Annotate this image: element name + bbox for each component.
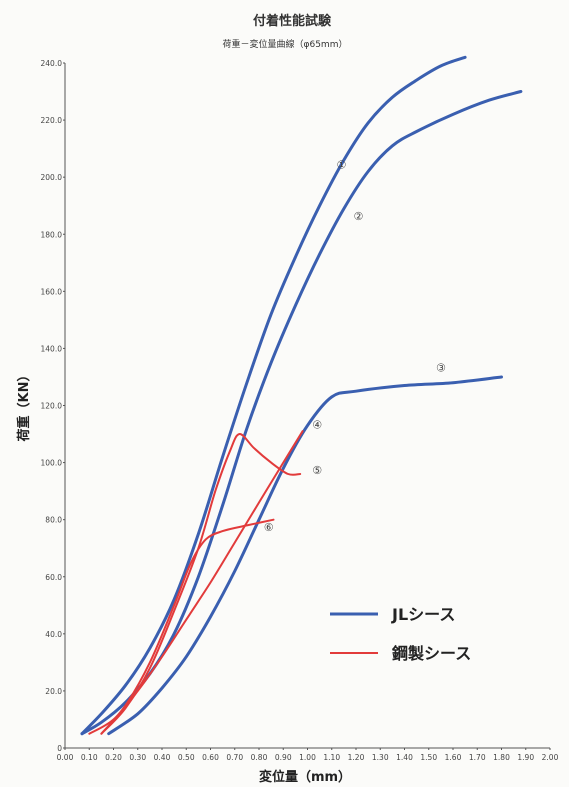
x-tick-label: 1.70 xyxy=(469,753,486,762)
y-axis-ticks: 0 20.0 40.0 60.0 80.0 100.0 120.0 140.0 160.0 180… xyxy=(41,59,65,753)
x-tick-label: 1.80 xyxy=(493,753,510,762)
legend-steel-label: 鋼製シース xyxy=(391,644,471,663)
y-tick-label: 0 xyxy=(57,744,62,753)
x-tick-label: 1.90 xyxy=(517,753,534,762)
x-tick-label: 1.20 xyxy=(348,753,365,762)
series-line-2 xyxy=(80,90,523,736)
x-tick-label: 1.10 xyxy=(323,753,340,762)
chart-subtitle: 荷重－変位量曲線（φ65mm） xyxy=(223,38,348,50)
x-tick-label: 0.30 xyxy=(129,753,146,762)
y-tick-label: 40.0 xyxy=(45,630,62,639)
x-tick-label: 0.50 xyxy=(178,753,195,762)
x-tick-label: 0.10 xyxy=(81,753,98,762)
series-line-6 xyxy=(100,518,275,735)
y-tick-label: 20.0 xyxy=(45,687,62,696)
x-tick-label: 1.60 xyxy=(445,753,462,762)
series-label-6: ⑥ xyxy=(264,521,274,534)
x-tick-label: 1.00 xyxy=(299,753,316,762)
series-label-3: ③ xyxy=(436,361,446,374)
y-tick-label: 160.0 xyxy=(41,287,63,296)
x-tick-label: 0.40 xyxy=(154,753,171,762)
legend-jl-label: JLシース xyxy=(391,605,455,624)
x-tick-label: 1.40 xyxy=(396,753,413,762)
series-line-3 xyxy=(107,375,503,736)
y-tick-label: 100.0 xyxy=(41,459,63,468)
series-label-4: ④ xyxy=(312,418,322,431)
legend: JLシース 鋼製シース xyxy=(330,605,471,663)
x-tick-label: 0.00 xyxy=(57,753,74,762)
series-layer: ① ② ③ ④ ⑤ ⑥ xyxy=(80,55,523,736)
y-tick-label: 200.0 xyxy=(41,173,63,182)
x-axis-label: 変位量（mm） xyxy=(259,769,351,785)
x-tick-label: 1.30 xyxy=(372,753,389,762)
y-tick-label: 120.0 xyxy=(41,402,63,411)
y-tick-label: 80.0 xyxy=(45,516,62,525)
y-tick-label: 140.0 xyxy=(41,344,63,353)
x-tick-label: 2.00 xyxy=(542,753,559,762)
series-line-5 xyxy=(100,433,302,735)
y-tick-label: 240.0 xyxy=(41,59,63,68)
x-tick-label: 0.90 xyxy=(275,753,292,762)
y-tick-label: 180.0 xyxy=(41,230,63,239)
series-label-5: ⑤ xyxy=(312,464,322,477)
series-line-1 xyxy=(80,55,467,736)
x-tick-label: 0.60 xyxy=(202,753,219,762)
series-label-1: ① xyxy=(337,159,347,172)
y-tick-label: 60.0 xyxy=(45,573,62,582)
series-label-2: ② xyxy=(353,210,363,223)
x-axis-ticks: 0.00 0.10 0.20 0.30 0.40 0.50 0.60 0.70 0.80 0.90… xyxy=(57,748,559,762)
y-tick-label: 220.0 xyxy=(41,116,63,125)
x-tick-label: 0.80 xyxy=(251,753,268,762)
x-tick-label: 0.70 xyxy=(226,753,243,762)
y-axis-label: 荷重（KN） xyxy=(16,369,32,443)
x-tick-label: 0.20 xyxy=(105,753,122,762)
chart-title: 付着性能試験 xyxy=(253,13,332,29)
x-tick-label: 1.50 xyxy=(420,753,437,762)
